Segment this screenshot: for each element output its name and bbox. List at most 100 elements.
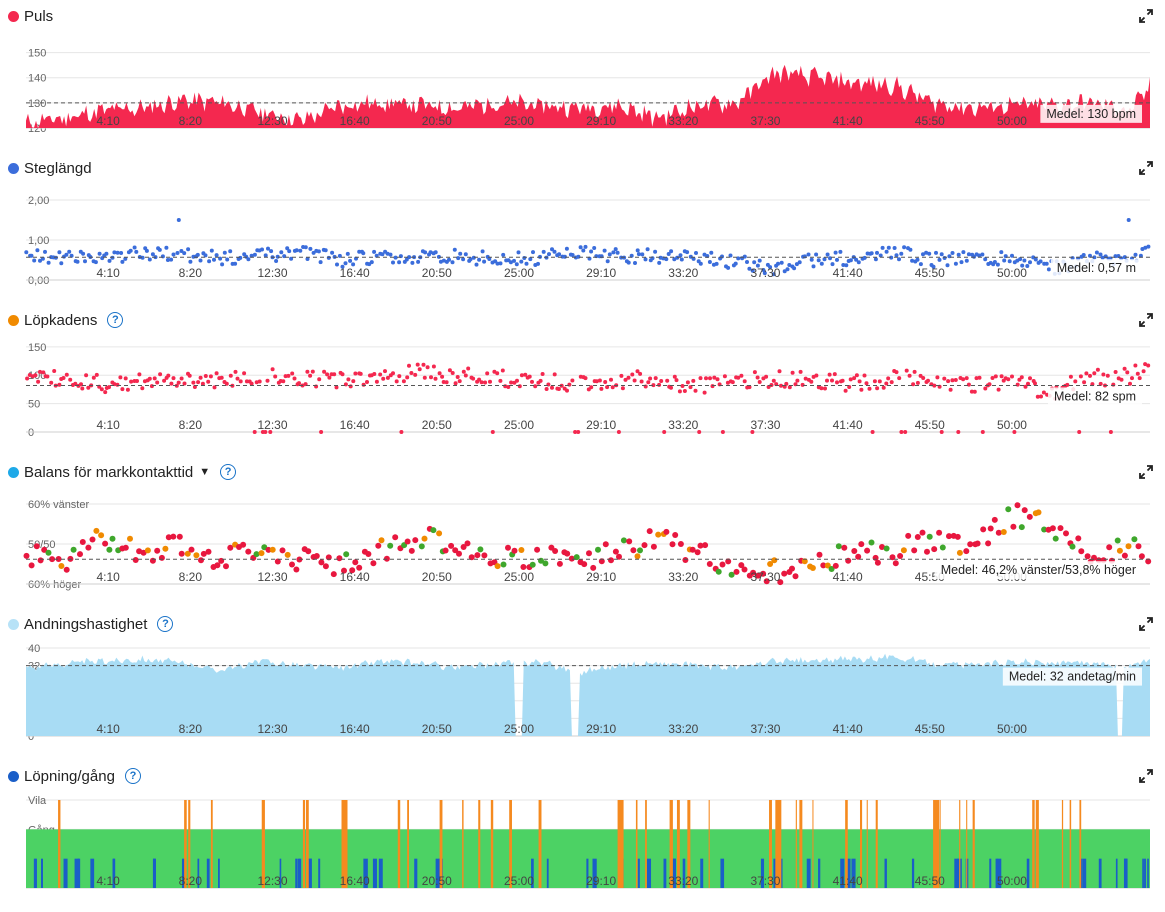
data-point — [186, 247, 190, 251]
data-point — [145, 547, 151, 553]
data-point — [133, 246, 137, 250]
data-point — [567, 383, 571, 387]
data-point — [295, 248, 299, 252]
data-point — [270, 547, 276, 553]
data-point — [129, 249, 133, 253]
data-point — [1106, 374, 1110, 378]
data-point — [893, 560, 899, 566]
x-tick-label: 16:40 — [340, 266, 370, 280]
expand-icon[interactable] — [1139, 465, 1153, 479]
data-point — [662, 430, 666, 434]
data-point — [93, 528, 99, 534]
x-tick-label: 41:40 — [833, 418, 863, 432]
data-point — [1088, 374, 1092, 378]
data-point — [1114, 370, 1118, 374]
data-point — [644, 257, 648, 261]
data-point — [266, 379, 270, 383]
data-point — [885, 250, 889, 254]
x-tick-label: 50:00 — [997, 722, 1027, 736]
data-point — [85, 545, 91, 551]
data-point — [259, 550, 265, 556]
data-point — [1101, 373, 1105, 377]
data-point — [182, 251, 186, 255]
expand-icon[interactable] — [1139, 769, 1153, 783]
data-point — [59, 261, 63, 265]
data-point — [137, 372, 141, 376]
run-segment — [700, 859, 703, 888]
data-point — [739, 374, 743, 378]
data-point — [903, 430, 907, 434]
x-tick-label: 41:40 — [833, 266, 863, 280]
data-point — [547, 252, 551, 256]
data-point — [669, 249, 673, 253]
data-point — [1106, 544, 1112, 550]
run-segment — [295, 859, 297, 888]
data-point — [491, 430, 495, 434]
expand-icon[interactable] — [1139, 9, 1153, 23]
dropdown-caret-icon[interactable]: ▼ — [199, 466, 210, 478]
x-tick-label: 4:10 — [96, 570, 120, 584]
expand-icon[interactable] — [1139, 161, 1153, 175]
data-point — [1117, 548, 1123, 554]
data-point — [825, 379, 829, 383]
help-icon[interactable]: ? — [125, 768, 141, 784]
series-dot-icon — [8, 315, 19, 326]
data-point — [936, 530, 942, 536]
data-point — [1099, 253, 1103, 257]
data-point — [1084, 371, 1088, 375]
data-point — [1131, 536, 1137, 542]
x-tick-label: 37:30 — [750, 570, 780, 584]
data-point — [430, 527, 436, 533]
x-tick-label: 45:50 — [915, 114, 945, 128]
y-tick-label: 150 — [28, 342, 46, 354]
data-point — [451, 371, 455, 375]
data-point — [704, 376, 708, 380]
data-point — [531, 250, 535, 254]
data-point — [654, 376, 658, 380]
x-tick-label: 50:00 — [997, 266, 1027, 280]
data-point — [410, 261, 414, 265]
data-point — [359, 372, 363, 376]
x-tick-label: 16:40 — [340, 722, 370, 736]
data-point — [145, 249, 149, 253]
help-icon[interactable]: ? — [157, 616, 173, 632]
data-point — [210, 249, 214, 253]
data-point — [477, 546, 483, 552]
help-icon[interactable]: ? — [220, 464, 236, 480]
run-segment — [379, 859, 383, 888]
data-point — [1115, 538, 1121, 544]
data-point — [456, 551, 462, 557]
x-tick-label: 8:20 — [179, 874, 203, 888]
data-point — [542, 250, 546, 254]
data-point — [709, 251, 713, 255]
data-point — [440, 375, 444, 379]
data-point — [841, 545, 847, 551]
expand-icon[interactable] — [1139, 617, 1153, 631]
data-point — [501, 253, 505, 257]
data-point — [370, 560, 376, 566]
data-point — [505, 545, 511, 551]
x-tick-label: 25:00 — [504, 722, 534, 736]
chart-plot: LöpningGångVila4:108:2012:3016:4020:5025… — [0, 788, 1165, 912]
run-segment — [373, 859, 377, 888]
data-point — [416, 363, 420, 367]
data-point — [323, 563, 329, 569]
data-point — [353, 372, 357, 376]
data-point — [155, 381, 159, 385]
rest-segment — [796, 800, 797, 888]
y-tick-label: 60% höger — [28, 579, 82, 591]
data-point — [290, 372, 294, 376]
data-point — [206, 549, 212, 555]
data-point — [1001, 529, 1007, 535]
data-point — [899, 252, 903, 256]
expand-icon[interactable] — [1139, 313, 1153, 327]
data-point — [743, 379, 747, 383]
data-point — [1045, 262, 1049, 266]
data-point — [965, 376, 969, 380]
data-point — [119, 251, 123, 255]
help-icon[interactable]: ? — [107, 312, 123, 328]
data-point — [841, 379, 845, 383]
data-point — [236, 377, 240, 381]
